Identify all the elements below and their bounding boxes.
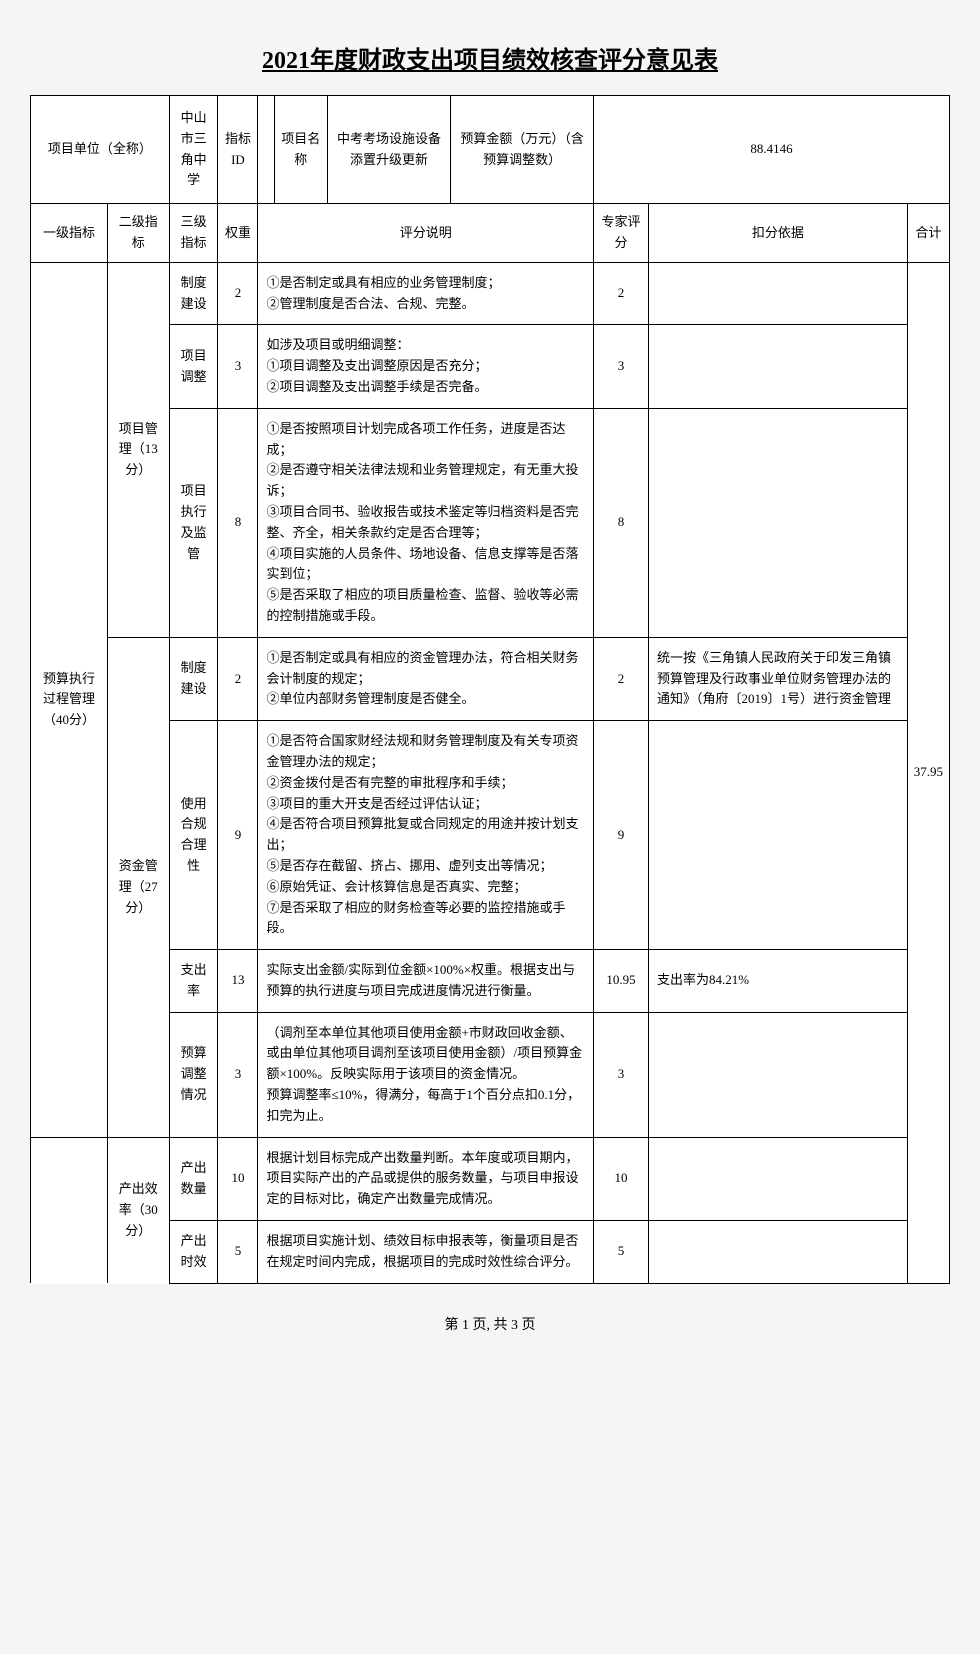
level2-project-mgmt: 项目管理（13分）: [107, 262, 169, 637]
level3-cell: 产出时效: [169, 1221, 218, 1284]
unit-value: 中山市三角中学: [169, 96, 218, 204]
score-cell: 10: [594, 1137, 649, 1220]
level1-budget-exec: 预算执行过程管理（40分）: [31, 262, 108, 1137]
table-row: 预算调整情况 3 （调剂至本单位其他项目使用金额+市财政回收金额、或由单位其他项…: [31, 1012, 950, 1137]
basis-cell: [649, 408, 908, 637]
desc-cell: ①是否制定或具有相应的业务管理制度；②管理制度是否合法、合规、完整。: [258, 262, 594, 325]
col-description: 评分说明: [258, 204, 594, 263]
evaluation-table: 项目单位（全称） 中山市三角中学 指标ID 项目名称 中考考场设施设备添置升级更…: [30, 95, 950, 1284]
col-basis: 扣分依据: [649, 204, 908, 263]
table-row: 使用合规合理性 9 ①是否符合国家财经法规和财务管理制度及有关专项资金管理办法的…: [31, 721, 950, 950]
budget-label: 预算金额（万元）（含预算调整数）: [451, 96, 594, 204]
desc-cell: 实际支出金额/实际到位金额×100%×权重。根据支出与预算的执行进度与项目完成进…: [258, 950, 594, 1013]
column-header-row: 一级指标 二级指标 三级指标 权重 评分说明 专家评分 扣分依据 合计: [31, 204, 950, 263]
score-cell: 3: [594, 325, 649, 408]
col-score: 专家评分: [594, 204, 649, 263]
page-footer: 第 1 页, 共 3 页: [30, 1314, 950, 1334]
weight-cell: 2: [218, 637, 258, 720]
desc-cell: 根据项目实施计划、绩效目标申报表等，衡量项目是否在规定时间内完成，根据项目的完成…: [258, 1221, 594, 1284]
table-row: 产出效率（30分） 产出数量 10 根据计划目标完成产出数量判断。本年度或项目期…: [31, 1137, 950, 1220]
indicator-id-value: [258, 96, 274, 204]
desc-cell: ①是否制定或具有相应的资金管理办法，符合相关财务会计制度的规定；②单位内部财务管…: [258, 637, 594, 720]
weight-cell: 10: [218, 1137, 258, 1220]
unit-label: 项目单位（全称）: [31, 96, 170, 204]
desc-cell: 如涉及项目或明细调整：①项目调整及支出调整原因是否充分；②项目调整及支出调整手续…: [258, 325, 594, 408]
level3-cell: 项目调整: [169, 325, 218, 408]
basis-cell: [649, 325, 908, 408]
level1-output-eff-empty: [31, 1137, 108, 1283]
level2-fund-mgmt: 资金管理（27分）: [107, 637, 169, 1137]
level3-cell: 制度建设: [169, 262, 218, 325]
basis-cell: [649, 1012, 908, 1137]
col-level2: 二级指标: [107, 204, 169, 263]
basis-cell: [649, 262, 908, 325]
col-weight: 权重: [218, 204, 258, 263]
page-title: 2021年度财政支出项目绩效核查评分意见表: [30, 40, 950, 75]
basis-cell: 支出率为84.21%: [649, 950, 908, 1013]
info-header-row: 项目单位（全称） 中山市三角中学 指标ID 项目名称 中考考场设施设备添置升级更…: [31, 96, 950, 204]
table-row: 项目调整 3 如涉及项目或明细调整：①项目调整及支出调整原因是否充分；②项目调整…: [31, 325, 950, 408]
score-cell: 5: [594, 1221, 649, 1284]
table-row: 预算执行过程管理（40分） 项目管理（13分） 制度建设 2 ①是否制定或具有相…: [31, 262, 950, 325]
score-cell: 9: [594, 721, 649, 950]
score-cell: 2: [594, 637, 649, 720]
desc-cell: ①是否按照项目计划完成各项工作任务，进度是否达成；②是否遵守相关法律法规和业务管…: [258, 408, 594, 637]
project-label: 项目名称: [274, 96, 327, 204]
weight-cell: 9: [218, 721, 258, 950]
table-row: 支出率 13 实际支出金额/实际到位金额×100%×权重。根据支出与预算的执行进…: [31, 950, 950, 1013]
project-value: 中考考场设施设备添置升级更新: [327, 96, 450, 204]
level3-cell: 项目执行及监管: [169, 408, 218, 637]
level3-cell: 支出率: [169, 950, 218, 1013]
score-cell: 8: [594, 408, 649, 637]
weight-cell: 2: [218, 262, 258, 325]
col-level1: 一级指标: [31, 204, 108, 263]
desc-cell: （调剂至本单位其他项目使用金额+市财政回收金额、或由单位其他项目调剂至该项目使用…: [258, 1012, 594, 1137]
basis-cell: [649, 1221, 908, 1284]
table-row: 资金管理（27分） 制度建设 2 ①是否制定或具有相应的资金管理办法，符合相关财…: [31, 637, 950, 720]
weight-cell: 3: [218, 1012, 258, 1137]
indicator-id-label: 指标ID: [218, 96, 258, 204]
basis-cell: 统一按《三角镇人民政府关于印发三角镇预算管理及行政事业单位财务管理办法的通知》（…: [649, 637, 908, 720]
level3-cell: 使用合规合理性: [169, 721, 218, 950]
basis-cell: [649, 721, 908, 950]
score-cell: 2: [594, 262, 649, 325]
weight-cell: 5: [218, 1221, 258, 1284]
budget-value: 88.4146: [594, 96, 950, 204]
col-level3: 三级指标: [169, 204, 218, 263]
weight-cell: 8: [218, 408, 258, 637]
col-total: 合计: [907, 204, 949, 263]
weight-cell: 13: [218, 950, 258, 1013]
basis-cell: [649, 1137, 908, 1220]
level3-cell: 预算调整情况: [169, 1012, 218, 1137]
table-row: 产出时效 5 根据项目实施计划、绩效目标申报表等，衡量项目是否在规定时间内完成，…: [31, 1221, 950, 1284]
table-row: 项目执行及监管 8 ①是否按照项目计划完成各项工作任务，进度是否达成；②是否遵守…: [31, 408, 950, 637]
score-cell: 10.95: [594, 950, 649, 1013]
score-cell: 3: [594, 1012, 649, 1137]
level2-output-eff: 产出效率（30分）: [107, 1137, 169, 1283]
total-cell: 37.95: [907, 262, 949, 1283]
desc-cell: 根据计划目标完成产出数量判断。本年度或项目期内，项目实际产出的产品或提供的服务数…: [258, 1137, 594, 1220]
weight-cell: 3: [218, 325, 258, 408]
level3-cell: 产出数量: [169, 1137, 218, 1220]
level3-cell: 制度建设: [169, 637, 218, 720]
desc-cell: ①是否符合国家财经法规和财务管理制度及有关专项资金管理办法的规定；②资金拨付是否…: [258, 721, 594, 950]
